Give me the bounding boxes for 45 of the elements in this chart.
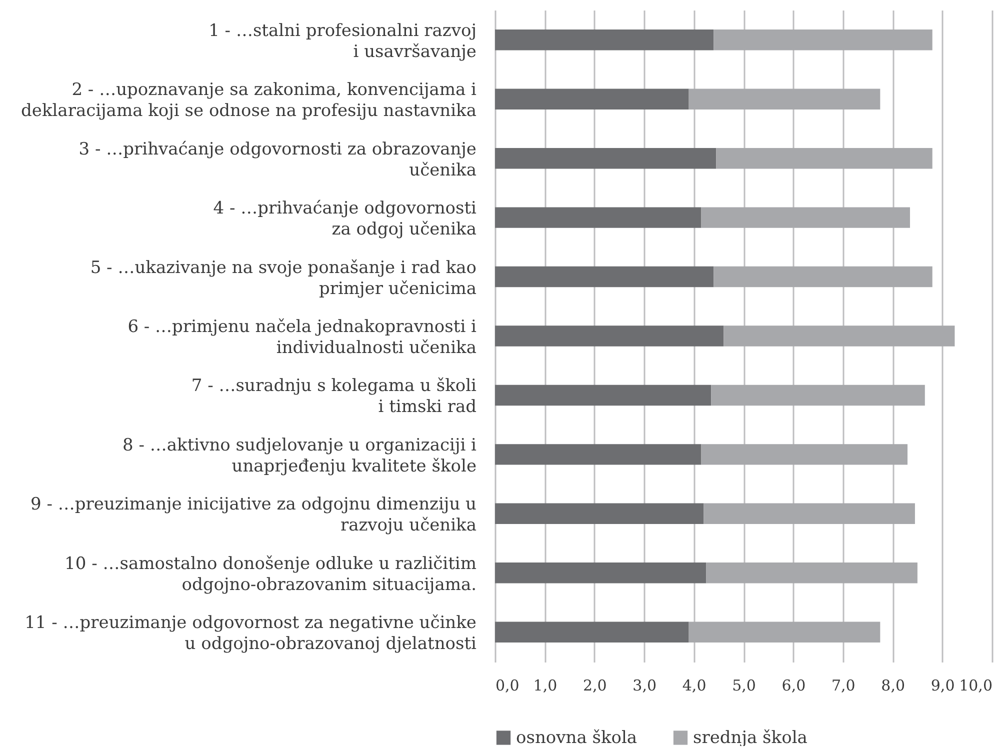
x-tick-label: 5,0: [732, 676, 756, 694]
x-tick-label: 9,0: [930, 676, 955, 694]
x-tick-label: 10,0: [959, 676, 992, 694]
bar: [716, 148, 932, 169]
bar: [495, 562, 706, 584]
bar: [688, 622, 880, 642]
bar: [701, 207, 910, 228]
bar: [495, 88, 689, 110]
x-tick-label: 7,0: [831, 676, 856, 694]
bar: [711, 384, 925, 406]
bar: [701, 444, 908, 465]
x-tick-label: 2,0: [582, 676, 607, 694]
bar: [714, 30, 932, 50]
y-tick-label: 6 - …primjenu načela jednakopravnosti i individualnosti učenika: [128, 317, 478, 358]
y-tick-label: 4 - …prihvaćanje odgovornosti za odgoj učenika: [213, 198, 478, 240]
legend-label: osnovna škola: [516, 728, 638, 748]
bar: [495, 266, 714, 288]
bar: [495, 622, 689, 642]
bar: [714, 266, 932, 288]
bar: [495, 384, 712, 406]
x-tick-label: 0,0: [496, 676, 520, 694]
bar: [495, 30, 714, 50]
x-tick-label: 4,0: [682, 676, 706, 694]
x-tick-label: 1,0: [533, 676, 558, 694]
bar: [495, 148, 716, 169]
y-tick-label: 11 - …preuzimanje odgovornost za negativne učinke u odgojno-obrazovanoj djelatnosti: [24, 613, 478, 654]
bar: [706, 562, 918, 584]
bar: [495, 503, 704, 524]
y-tick-label: 9 - …preuzimanje inicijative za odgojnu dimenziju u razvoju učenika: [30, 494, 477, 536]
bar: [495, 326, 724, 346]
y-tick-label: 7 - …suradnju s kolegama u školi i timski rad: [191, 376, 478, 418]
y-tick-label: 1 - …stalni profesionalni razvoj i usavršavanje: [208, 20, 476, 62]
x-tick-label: 3,0: [632, 676, 657, 694]
y-tick-label: 5 - …ukazivanje na svoje ponašanje i rad kao primjer učenicima: [90, 258, 476, 299]
y-tick-label: 2 - …upoznavanje sa zakonima, konvencijama i deklaracijama koji se odnose na profesiju nastavnika: [21, 80, 478, 122]
x-tick-label: 6,0: [782, 676, 806, 694]
y-tick-label: 10 - …samostalno donošenje odluke u različitim odgojno-obrazovanim situacijama.: [64, 554, 476, 595]
bar: [495, 444, 702, 465]
y-tick-label: 8 - …aktivno sudjelovanje u organizaciji i unaprjeđenju kvalitete škole: [122, 435, 478, 476]
bar: [724, 326, 955, 346]
y-tick-label: 3 - …prihvaćanje odgovornosti za obrazovanje učenika: [78, 139, 476, 180]
x-tick-label: 8,0: [881, 676, 906, 694]
bar: [704, 503, 915, 524]
bar: [495, 207, 702, 228]
bar: [688, 88, 880, 110]
